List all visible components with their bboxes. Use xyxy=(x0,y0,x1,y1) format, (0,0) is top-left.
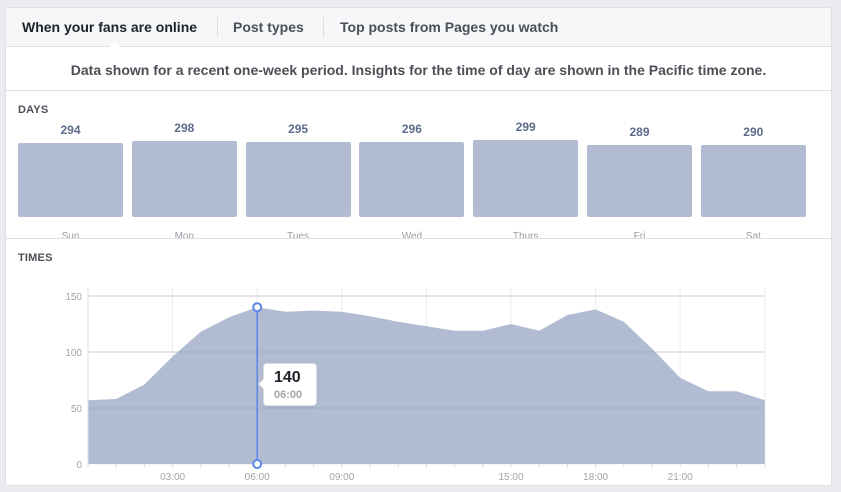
tab-post-types[interactable]: Post types xyxy=(233,19,304,35)
day-value: 290 xyxy=(743,125,764,139)
times-section-label: TIMES xyxy=(18,252,53,264)
day-value: 299 xyxy=(515,120,536,134)
day-bar[interactable] xyxy=(359,142,465,217)
tab-separator xyxy=(323,17,324,37)
day-value: 295 xyxy=(288,122,309,136)
day-column[interactable]: 298 Mon xyxy=(131,118,237,242)
tab-when-fans-online[interactable]: When your fans are online xyxy=(22,19,198,35)
x-tick-label: 06:00 xyxy=(245,472,270,483)
tab-top-posts[interactable]: Top posts from Pages you watch xyxy=(340,19,559,35)
day-label: Sun xyxy=(61,231,80,242)
tooltip-time: 06:00 xyxy=(274,389,303,401)
y-tick-label: 150 xyxy=(65,292,82,303)
day-label: Fri xyxy=(633,231,646,242)
day-bar[interactable] xyxy=(700,145,806,217)
y-tick-label: 100 xyxy=(65,348,82,359)
x-tick-label: 03:00 xyxy=(160,472,185,483)
tab-bar: When your fans are online Post types Top… xyxy=(6,8,831,47)
day-bar[interactable] xyxy=(131,141,237,217)
y-tick-label: 50 xyxy=(71,404,83,415)
day-bar[interactable] xyxy=(473,140,579,217)
day-bar[interactable] xyxy=(245,142,351,217)
day-column[interactable]: 289 Fri xyxy=(587,118,692,242)
day-column[interactable]: 296 Wed xyxy=(359,118,465,242)
hover-point-top-icon[interactable] xyxy=(252,302,263,313)
day-value: 289 xyxy=(629,125,650,139)
x-tick-label: 15:00 xyxy=(498,472,523,483)
hover-point-bottom-icon[interactable] xyxy=(252,459,263,469)
tooltip-value: 140 xyxy=(274,369,301,386)
section-divider xyxy=(6,238,831,239)
timezone-notice: Data shown for a recent one-week period.… xyxy=(6,48,831,91)
area-series xyxy=(88,307,765,464)
day-label: Thurs xyxy=(512,231,539,242)
day-column[interactable]: 299 Thurs xyxy=(473,118,579,242)
active-tab-caret-icon xyxy=(109,41,121,47)
day-label: Mon xyxy=(174,231,195,242)
x-tick-label: 18:00 xyxy=(583,472,608,483)
day-label: Wed xyxy=(401,231,423,242)
day-column[interactable]: 294 Sun xyxy=(18,118,123,242)
day-column[interactable]: 295 Tues xyxy=(245,118,351,242)
day-bar[interactable] xyxy=(587,145,692,217)
day-bar[interactable] xyxy=(18,143,123,217)
day-column[interactable]: 290 Sat xyxy=(700,118,806,242)
day-value: 298 xyxy=(174,121,195,135)
x-tick-label: 21:00 xyxy=(668,472,693,483)
y-tick-label: 0 xyxy=(76,460,82,471)
tab-separator xyxy=(217,17,218,37)
day-value: 296 xyxy=(401,122,422,136)
day-label: Sat xyxy=(745,231,761,242)
day-value: 294 xyxy=(60,123,81,137)
x-tick-label: 09:00 xyxy=(329,472,354,483)
day-label: Tues xyxy=(287,231,310,242)
days-section-label: DAYS xyxy=(18,104,49,116)
chart-tooltip: 140 06:00 xyxy=(258,363,317,406)
